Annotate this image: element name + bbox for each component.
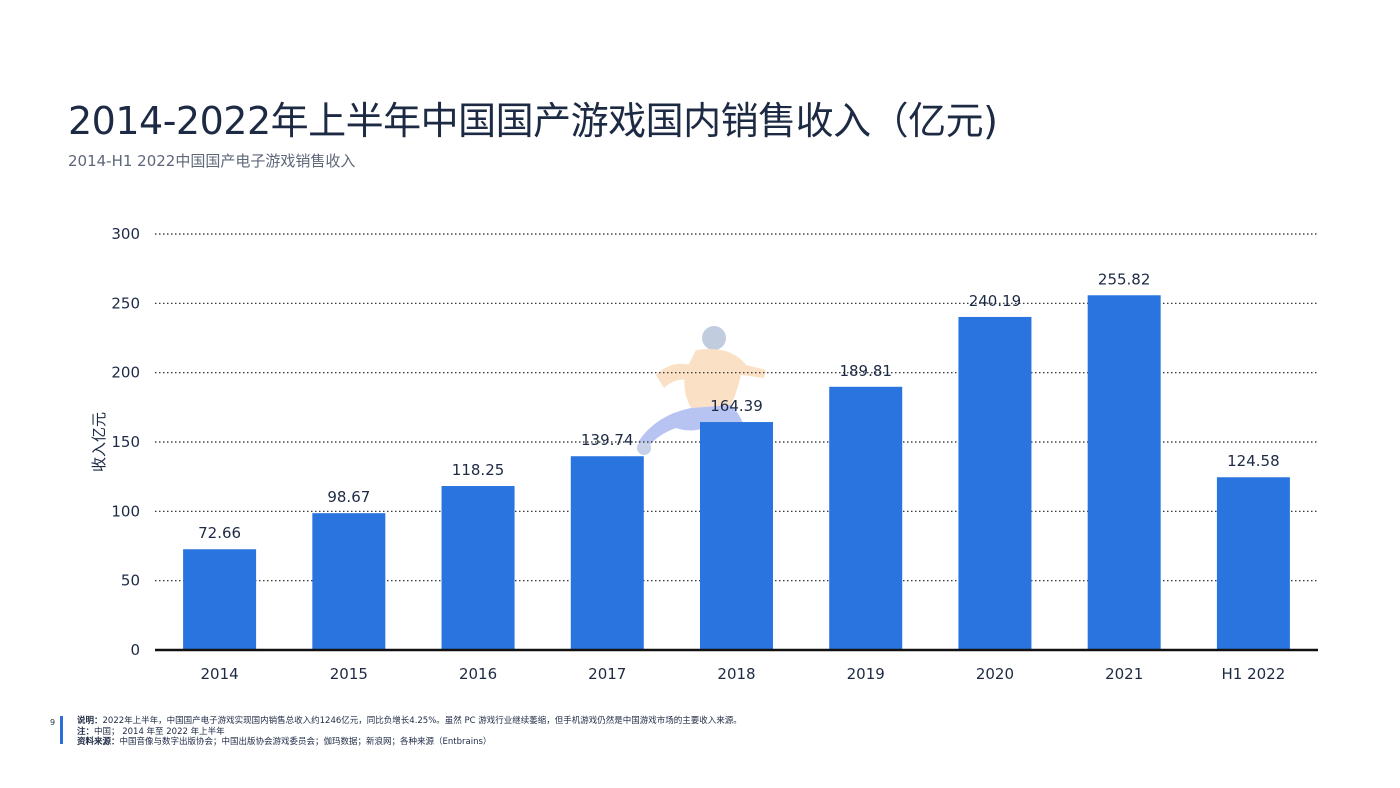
y-tick-label: 100 [111,502,140,520]
source-text: 中国音像与数字出版协会；中国出版协会游戏委员会；伽玛数据；新浪网；各种来源（En… [119,737,492,747]
data-labels: 72.66 98.67 118.25 139.74 164.39 189.81 240.19… [198,270,1280,542]
data-label: 124.58 [1227,452,1280,470]
bar-chart: 72.66 98.67 118.25 139.74 164.39 189.81 240.19… [90,225,1318,683]
y-tick-label: 200 [111,364,140,382]
x-tick-label: H1 2022 [1222,665,1286,683]
y-tick-label: 300 [111,225,140,243]
y-tick-label: 50 [121,572,140,590]
axes: 0 50 100 150 200 250 300 2014 2015 2016 2017 2018 20… [90,225,1318,683]
footer-notes: 9 说明：2022年上半年，中国国产电子游戏实现国内销售总收入约1246亿元，同… [50,716,1350,756]
x-tick-label: 2014 [201,665,239,683]
explanation-line: 说明：2022年上半年，中国国产电子游戏实现国内销售总收入约1246亿元，同比负… [77,716,742,727]
x-tick-label: 2019 [847,665,885,683]
data-label: 118.25 [452,461,505,479]
bar [183,549,257,650]
bar [700,422,773,650]
note-line: 注：中国； 2014 年至 2022 年上半年 [77,727,742,738]
x-tick-label: 2016 [459,665,497,683]
data-label: 139.74 [581,431,634,449]
source-label: 资料来源： [77,737,120,747]
note-label: 注： [77,726,95,737]
data-label: 255.82 [1098,270,1151,288]
bar [312,513,386,650]
y-tick-label: 0 [130,641,140,659]
x-tick-label: 2015 [330,665,368,683]
bar [441,486,515,650]
explanation-label: 说明： [77,716,103,726]
bar [570,456,644,650]
notes-block: 说明：2022年上半年，中国国产电子游戏实现国内销售总收入约1246亿元，同比负… [77,716,742,748]
y-axis-label: 收入亿元 [90,412,108,472]
x-tick-label: 2018 [717,665,755,683]
bar [1087,295,1161,650]
explanation-text: 2022年上半年，中国国产电子游戏实现国内销售总收入约1246亿元，同比负增长4… [102,716,742,726]
data-label: 72.66 [198,524,241,542]
data-label: 98.67 [327,488,370,506]
bar [1216,477,1290,650]
source-line: 资料来源：中国音像与数字出版协会；中国出版协会游戏委员会；伽玛数据；新浪网；各种… [77,737,742,748]
bar [958,316,1032,650]
page-subtitle: 2014-H1 2022中国国产电子游戏销售收入 [68,152,356,170]
x-tick-label: 2017 [588,665,626,683]
bar [829,386,903,650]
footer-accent-bar [60,716,63,744]
note-text: 中国； 2014 年至 2022 年上半年 [94,726,225,737]
x-tick-label: 2021 [1105,665,1143,683]
y-tick-label: 150 [111,433,140,451]
data-label: 189.81 [839,362,892,380]
y-tick-label: 250 [111,294,140,312]
bars [183,295,1290,650]
x-tick-label: 2020 [976,665,1014,683]
page-title: 2014-2022年上半年中国国产游戏国内销售收入（亿元) [68,99,998,143]
data-label: 164.39 [710,397,763,415]
page-number: 9 [50,718,56,727]
data-label: 240.19 [969,292,1022,310]
